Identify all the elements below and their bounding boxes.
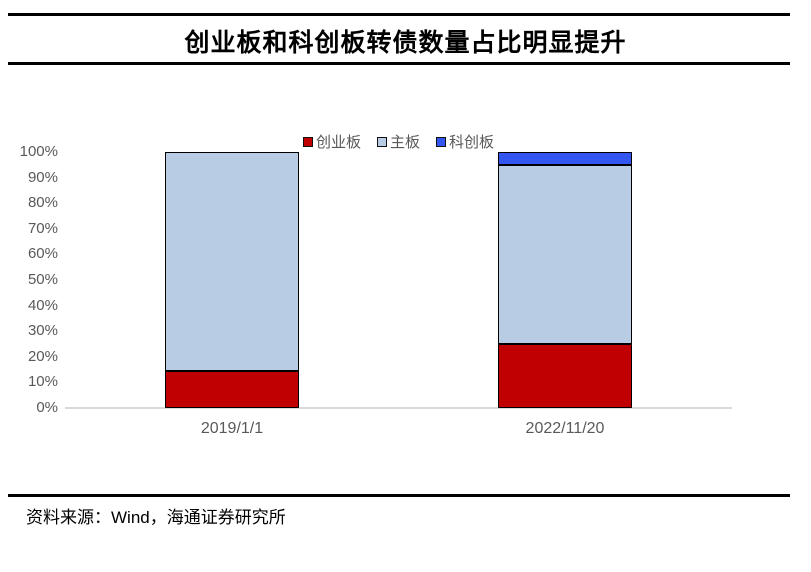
stacked-bar-2019/1/1	[165, 152, 299, 408]
source-prefix: 资料来源：	[26, 508, 111, 527]
title-bottom-rule	[8, 62, 790, 65]
y-tick-label: 80%	[27, 194, 58, 212]
y-tick-label: 50%	[27, 271, 58, 288]
y-tick-label: 40%	[27, 296, 58, 314]
legend-label: 创业板	[315, 135, 361, 151]
chart-legend: 创业板 主板 科创板	[65, 131, 732, 152]
legend-swatch-icon	[302, 136, 313, 147]
x-axis-baseline	[65, 407, 732, 409]
footer-rule	[8, 494, 790, 497]
y-tick-label: 100%	[19, 143, 58, 160]
x-axis-label: 2022/11/20	[525, 420, 605, 437]
legend-label: 主板	[389, 135, 420, 151]
source-suffix: ，海通证券研究所	[149, 508, 286, 527]
y-tick-label: 60%	[27, 245, 58, 263]
y-tick-label: 20%	[27, 347, 58, 365]
y-tick-label: 30%	[27, 322, 58, 340]
bar-segment-主板	[165, 152, 299, 371]
source-note: 资料来源：Wind，海通证券研究所	[26, 503, 286, 528]
legend-item-创业板: 创业板	[302, 131, 361, 152]
legend-label: 科创板	[449, 135, 495, 151]
legend-swatch-icon	[436, 136, 446, 147]
y-tick-label: 0%	[36, 399, 58, 416]
bar-segment-创业板	[498, 344, 632, 408]
bar-segment-主板	[498, 165, 632, 344]
y-tick-label: 90%	[27, 168, 58, 186]
legend-swatch-icon	[376, 136, 387, 147]
y-tick-label: 10%	[27, 373, 58, 391]
bar-segment-创业板	[165, 371, 299, 408]
legend-item-科创板: 科创板	[436, 131, 494, 152]
bar-segment-科创板	[498, 152, 632, 165]
legend-item-主板: 主板	[376, 131, 420, 152]
title-top-rule	[8, 13, 790, 16]
x-axis-label: 2019/1/1	[200, 420, 264, 437]
stacked-bar-2022/11/20	[498, 152, 632, 408]
source-vendor: Wind	[111, 508, 150, 527]
y-tick-label: 70%	[27, 219, 58, 237]
figure-title: 创业板和科创板转债数量占比明显提升	[184, 30, 627, 57]
